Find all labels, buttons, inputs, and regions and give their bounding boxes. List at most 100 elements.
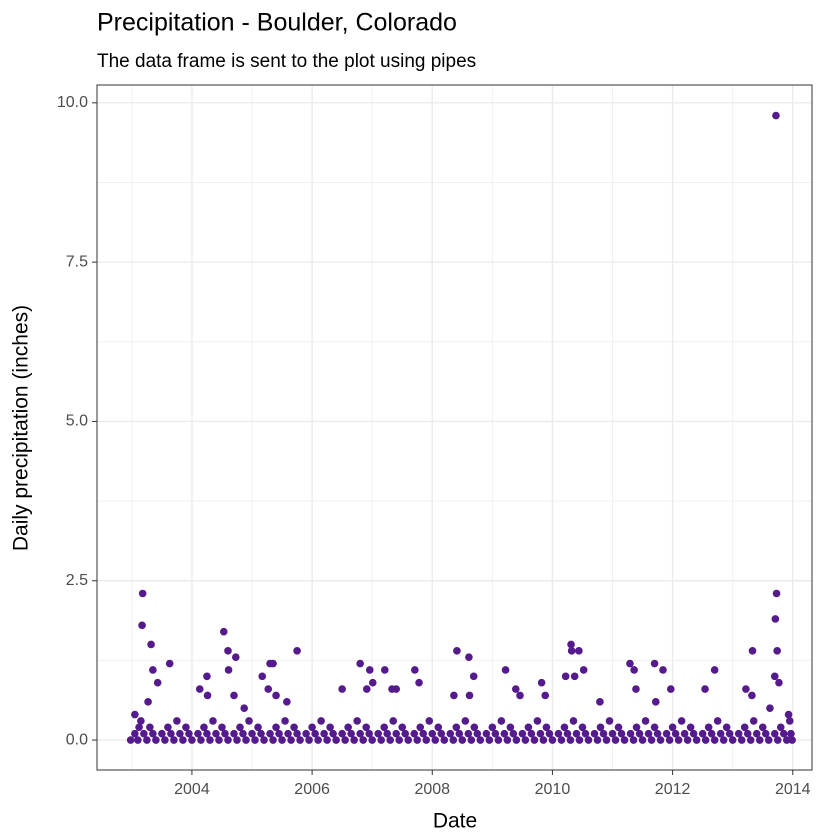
point: [683, 736, 692, 744]
y-tick-label: 7.5: [66, 253, 88, 270]
point: [667, 685, 675, 693]
point: [296, 736, 304, 744]
point: [764, 736, 773, 744]
point: [746, 736, 755, 744]
point: [629, 736, 638, 744]
y-tick-label: 0.0: [66, 731, 88, 748]
y-tick-label: 2.5: [66, 572, 88, 589]
point: [212, 729, 220, 738]
point: [450, 691, 458, 700]
point: [707, 729, 716, 738]
point: [138, 621, 146, 630]
point: [647, 736, 656, 744]
point: [548, 736, 557, 744]
point: [401, 729, 410, 738]
point: [524, 723, 533, 732]
point: [365, 729, 373, 738]
point: [422, 736, 431, 744]
point: [161, 736, 169, 744]
point: [272, 723, 280, 732]
point: [611, 736, 620, 744]
point: [149, 729, 157, 738]
point: [218, 723, 226, 732]
point: [506, 723, 515, 732]
point: [230, 691, 238, 700]
point: [503, 736, 512, 744]
point: [662, 729, 671, 738]
point: [143, 736, 151, 744]
point: [533, 717, 542, 725]
point: [383, 729, 392, 738]
point: [326, 723, 334, 732]
point: [248, 729, 256, 738]
point: [149, 666, 157, 674]
point: [632, 723, 641, 732]
point: [272, 691, 280, 700]
point: [269, 659, 277, 668]
point: [413, 736, 422, 744]
point: [347, 729, 355, 738]
point: [173, 717, 181, 725]
point: [500, 729, 509, 738]
point: [773, 647, 781, 655]
point: [431, 736, 440, 744]
point: [570, 672, 579, 681]
point: [446, 729, 455, 738]
x-tick-label: 2014: [775, 781, 811, 798]
point: [541, 691, 550, 700]
point: [158, 729, 166, 738]
x-axis-title: Date: [433, 810, 477, 833]
point: [701, 736, 710, 744]
point: [743, 729, 752, 738]
point: [278, 736, 286, 744]
point: [686, 723, 695, 732]
point: [251, 736, 259, 744]
point: [293, 647, 301, 655]
point: [632, 685, 640, 693]
point: [194, 729, 202, 738]
point: [785, 717, 794, 725]
point: [392, 685, 401, 693]
point: [641, 717, 650, 725]
point: [590, 729, 599, 738]
point: [674, 736, 683, 744]
point: [203, 672, 211, 681]
point: [464, 729, 473, 738]
point: [545, 729, 554, 738]
point: [465, 653, 473, 662]
point: [203, 729, 211, 738]
point: [209, 717, 217, 725]
point: [176, 729, 184, 738]
point: [395, 736, 404, 744]
y-axis-title: Daily precipitation (inches): [10, 305, 33, 551]
chart-title: Precipitation - Boulder, Colorado: [97, 9, 457, 37]
point: [144, 698, 152, 706]
point: [567, 640, 575, 649]
point: [275, 729, 283, 738]
point: [381, 666, 389, 674]
point: [516, 691, 524, 700]
point: [269, 736, 277, 744]
point: [494, 736, 503, 744]
point: [563, 729, 572, 738]
point: [465, 691, 474, 700]
point: [722, 723, 731, 732]
point: [542, 723, 551, 732]
point: [410, 729, 419, 738]
point: [659, 666, 667, 674]
point: [350, 736, 358, 744]
point: [782, 736, 791, 744]
point: [770, 729, 779, 738]
point: [195, 685, 204, 693]
point: [537, 678, 546, 687]
point: [473, 729, 482, 738]
point: [233, 736, 241, 744]
point: [579, 666, 588, 674]
point: [554, 729, 563, 738]
point: [440, 736, 449, 744]
point: [509, 729, 518, 738]
x-tick-label: 2008: [414, 781, 450, 798]
point: [614, 723, 623, 732]
point: [287, 736, 295, 744]
